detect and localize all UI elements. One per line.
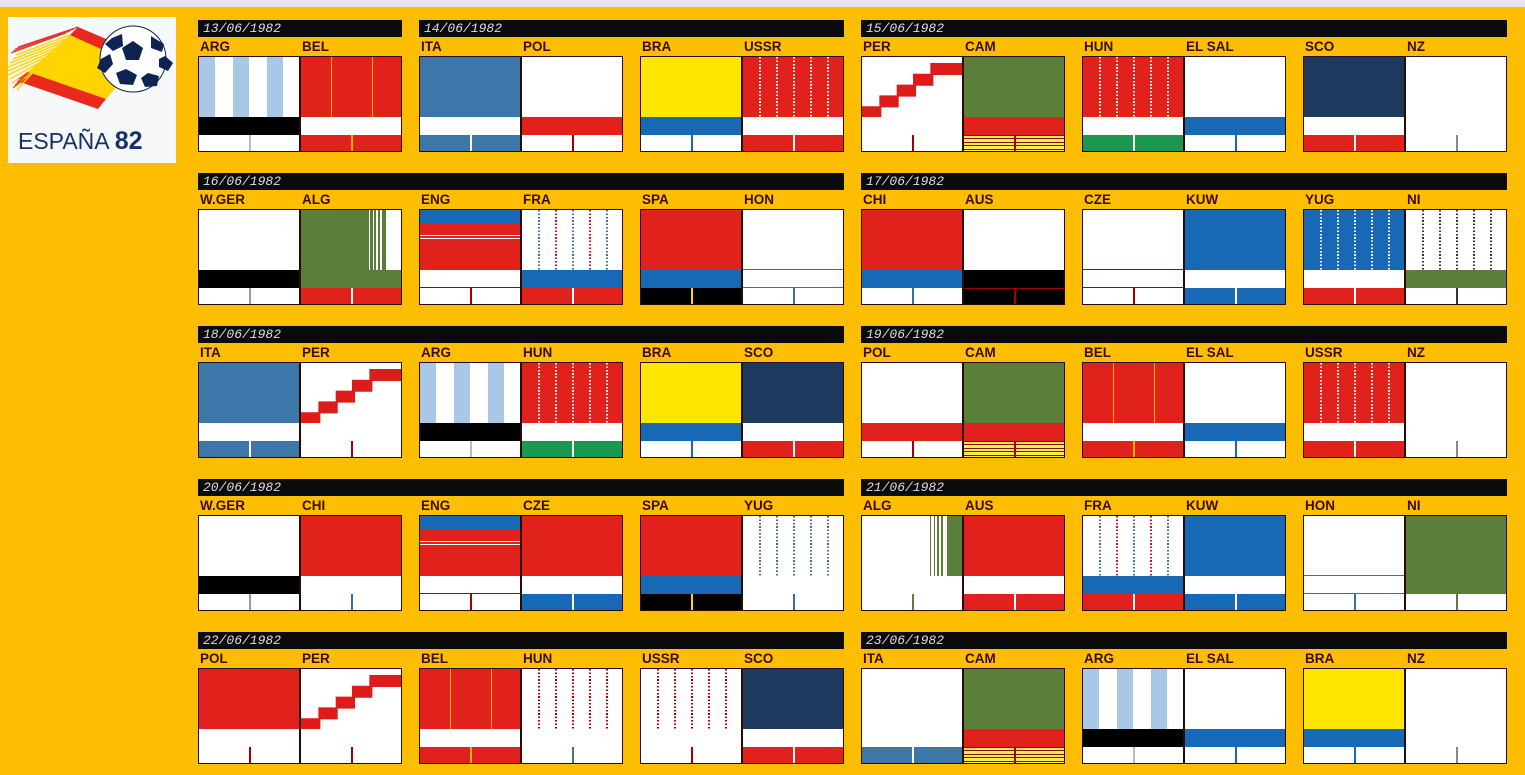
svg-text:ESPAÑA 82: ESPAÑA 82 [18, 127, 143, 155]
